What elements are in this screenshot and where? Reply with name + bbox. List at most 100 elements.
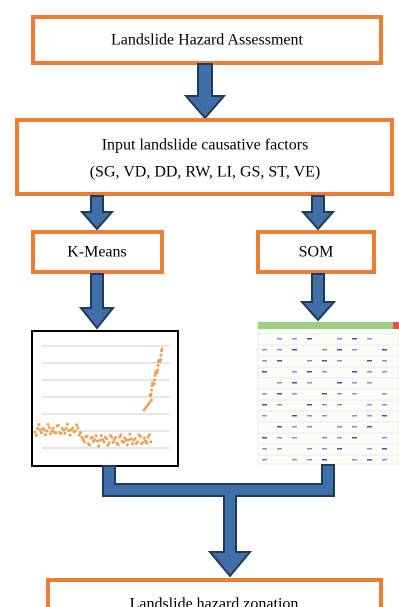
decoration [153,379,156,382]
decoration [150,399,153,402]
decoration [307,382,312,384]
decoration [367,360,372,362]
decoration [337,404,342,406]
decoration [37,423,40,426]
decoration [337,448,342,450]
decoration [337,382,342,384]
decoration [337,437,342,439]
decoration [322,393,327,395]
decoration [322,448,327,450]
decoration [292,371,297,373]
decoration [367,382,372,384]
decoration [148,433,151,436]
decoration [322,360,327,362]
decoration [382,360,387,362]
decoration [88,444,91,447]
decoration [337,393,342,395]
decoration [307,448,312,450]
decoration [307,459,312,461]
decoration [382,459,387,461]
decoration [67,429,70,432]
decoration [66,423,69,426]
decoration [367,338,372,340]
decoration [292,393,297,395]
decoration [307,404,312,406]
decoration [119,433,122,436]
decoration [54,431,57,434]
decoration [112,441,115,444]
decoration [157,364,160,367]
decoration [262,349,267,351]
decoration [352,415,357,417]
decoration [337,360,342,362]
decoration [277,437,282,439]
decoration [60,432,63,435]
decoration [128,433,131,436]
decoration [74,429,77,432]
decoration [367,459,372,461]
decoration [117,443,120,446]
decoration [91,436,94,439]
decoration [307,338,312,340]
decoration [382,349,387,351]
decoration [71,426,74,429]
decoration [76,426,79,429]
decoration [93,438,96,441]
decoration [262,404,267,406]
decoration [36,427,39,430]
flowchart: Landslide Hazard Assessment Input landsl… [0,0,399,607]
decoration [108,441,111,444]
merge-arrow [103,465,334,576]
decoration [292,338,297,340]
decoration [105,437,108,440]
decoration [307,371,312,373]
decoration [44,433,47,436]
decoration [367,448,372,450]
decoration [122,441,125,444]
decoration [114,436,117,439]
decoration [352,426,357,428]
decoration [156,371,159,374]
decoration [35,434,38,437]
decoration [48,426,51,429]
decoration [45,430,48,433]
decoration [96,440,99,443]
decoration [143,436,146,439]
decoration [382,371,387,373]
decoration [139,435,142,438]
decoration [322,371,327,373]
decoration [307,360,312,362]
decoration [337,426,342,428]
decoration [52,427,55,430]
decoration [367,415,372,417]
arrow [302,274,334,320]
decoration [262,459,267,461]
decoration [292,459,297,461]
decoration [100,434,103,437]
decoration [50,429,53,432]
decoration [277,426,282,428]
decoration [40,431,43,434]
decoration [43,428,46,431]
decoration [322,437,327,439]
node-label: Landslide hazard zonation [130,596,299,607]
decoration [322,459,327,461]
decoration [277,448,282,450]
decoration [97,444,100,447]
decoration [352,437,357,439]
decoration [141,441,144,444]
decoration [307,415,312,417]
decoration [262,360,267,362]
decoration [131,442,134,445]
decoration [57,424,60,427]
decoration [150,389,153,392]
node-label: Input landslide causative factors [102,137,309,154]
decoration [367,371,372,373]
node-label: Landslide Hazard Assessment [111,32,304,49]
arrow [303,196,333,229]
decoration [99,439,102,442]
arrow [82,196,112,229]
node-box [17,120,392,194]
page: {"nodes": [ {"label": "Landslide Hazard … [0,0,399,607]
decoration [322,349,327,351]
